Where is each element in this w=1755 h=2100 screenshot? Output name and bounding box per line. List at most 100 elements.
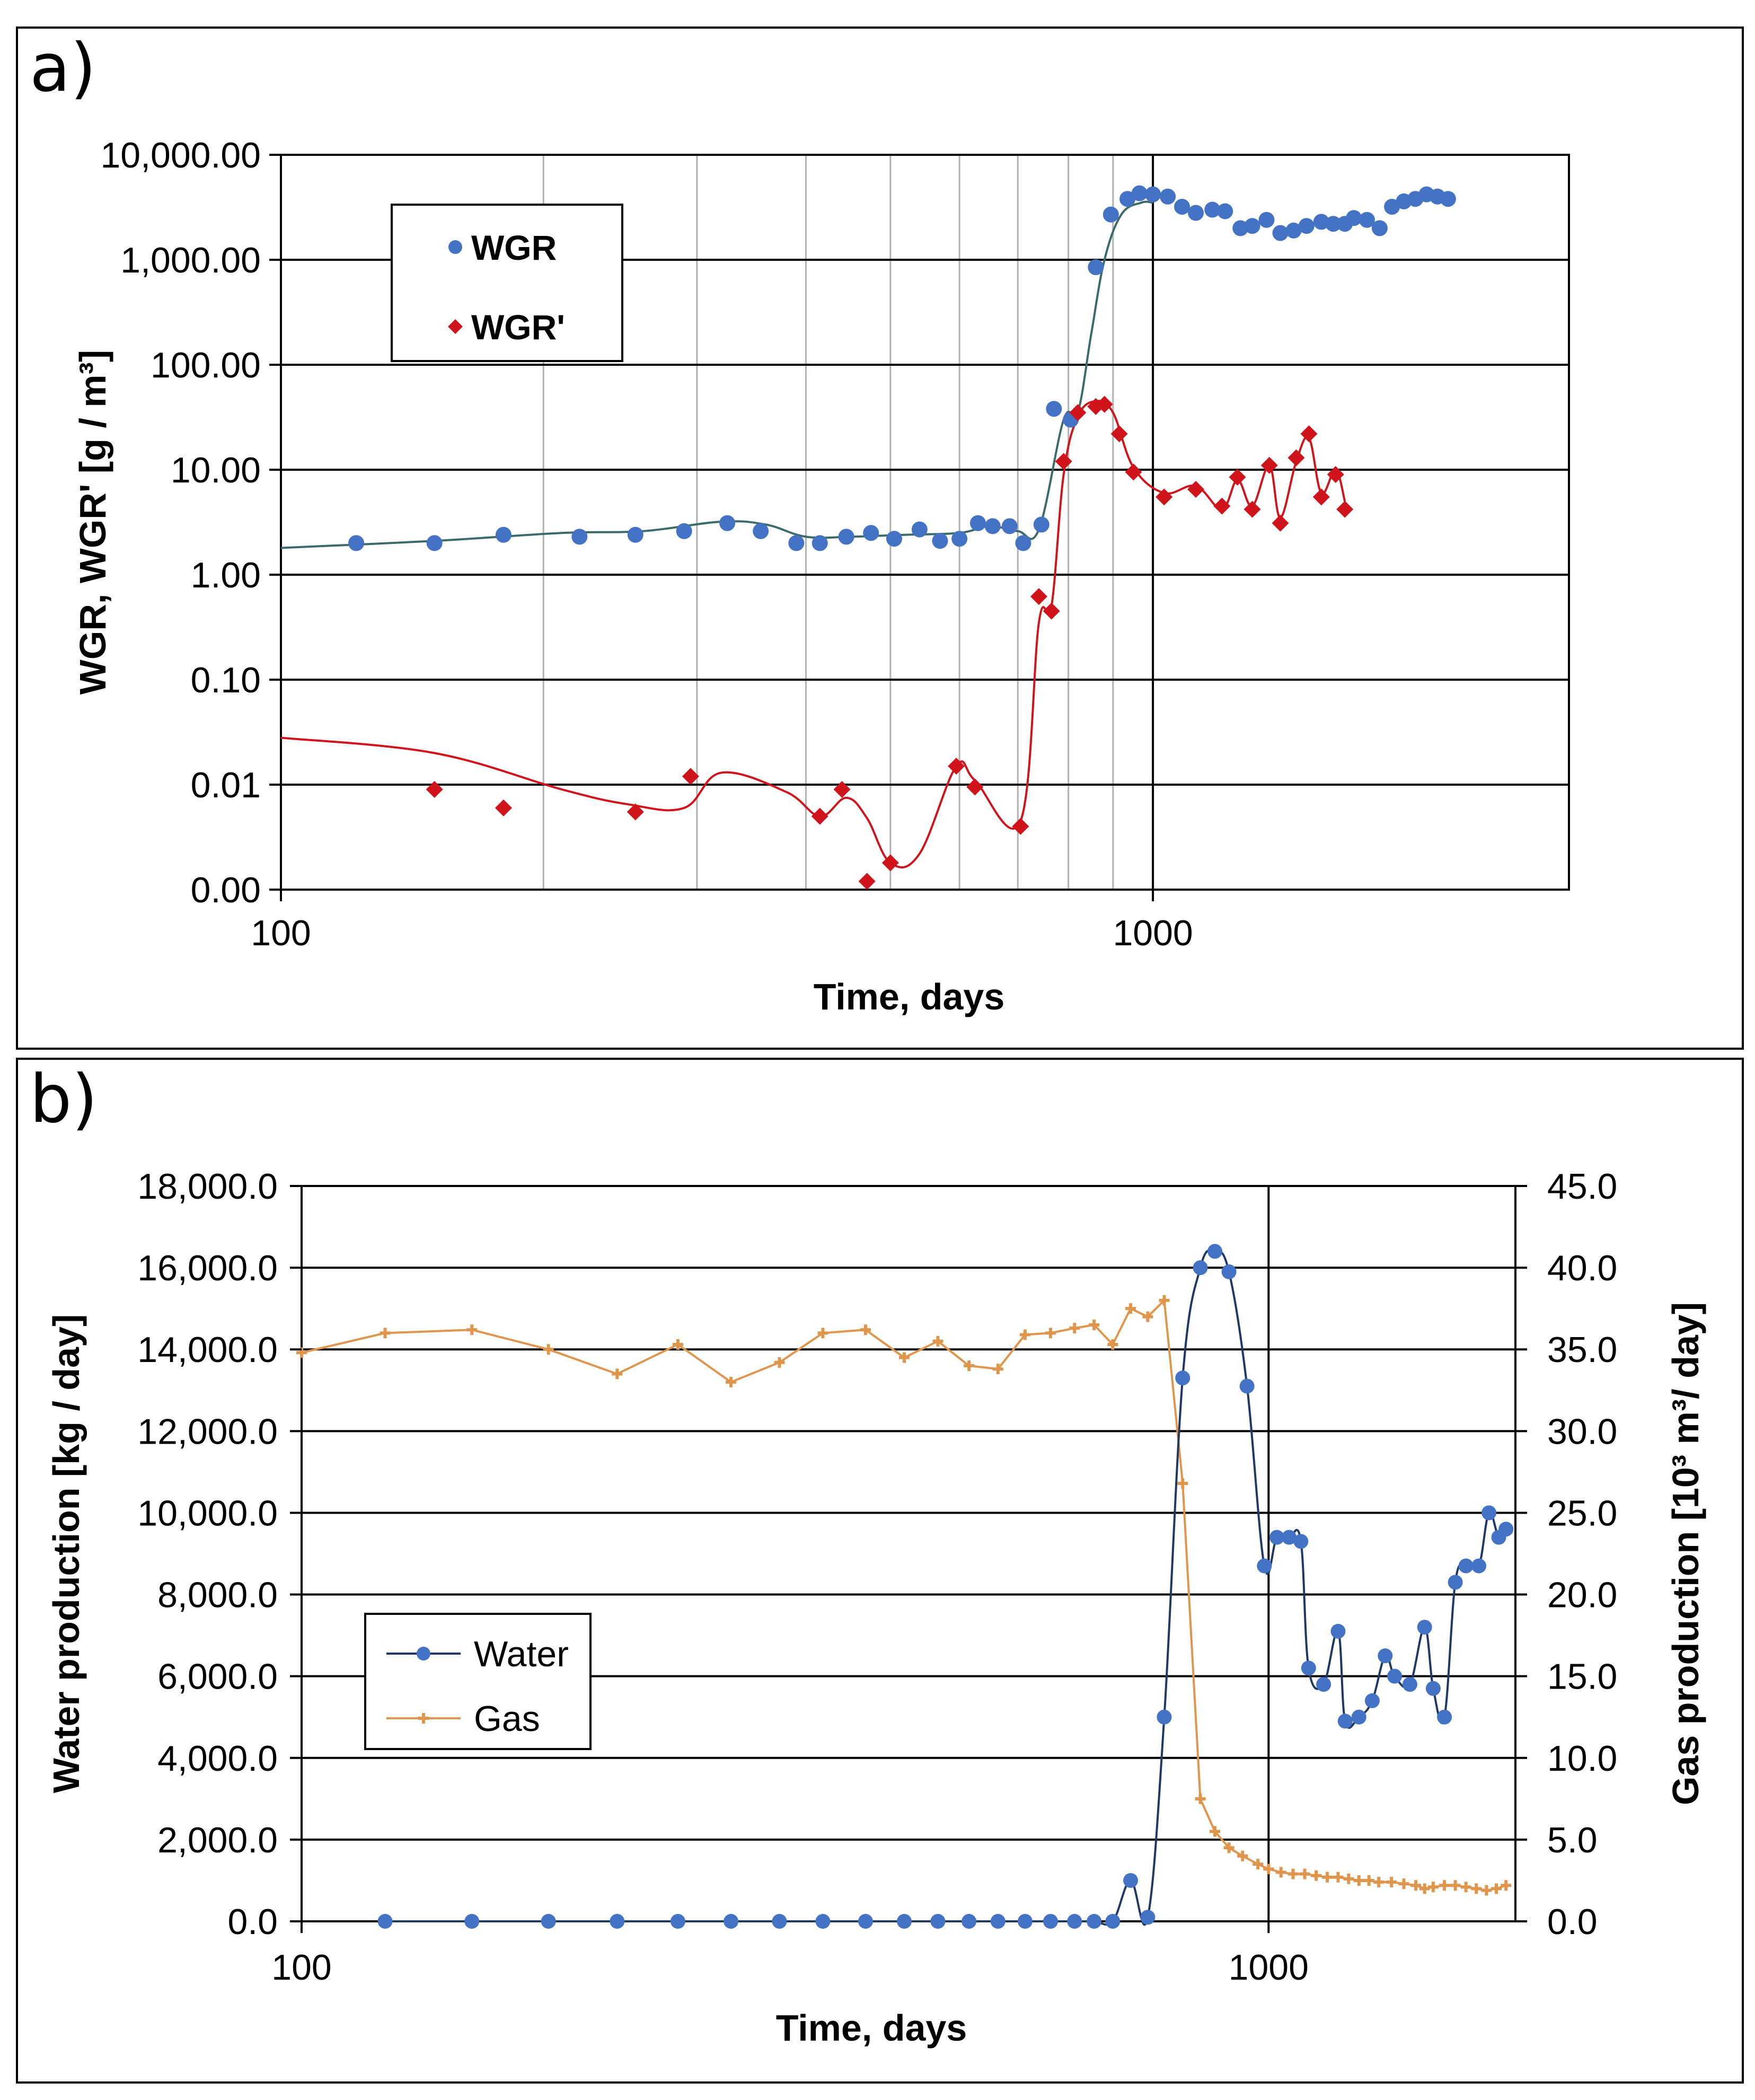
wgr-point bbox=[1371, 220, 1388, 236]
y-tick-label: 0.01 bbox=[191, 765, 261, 805]
gas-point bbox=[1045, 1328, 1056, 1339]
wgr-prime-point bbox=[1069, 404, 1087, 421]
gas-point bbox=[1311, 1870, 1322, 1881]
water-point bbox=[541, 1914, 556, 1929]
wgr-point bbox=[788, 535, 805, 551]
wgr-point bbox=[495, 526, 511, 543]
y2-tick-label: 15.0 bbox=[1547, 1657, 1617, 1697]
water-point bbox=[1402, 1677, 1417, 1692]
water-point bbox=[670, 1914, 685, 1929]
y2-tick-label: 0.0 bbox=[1547, 1902, 1598, 1942]
wgr-prime-point bbox=[1096, 396, 1113, 413]
wgr-prime-point bbox=[811, 807, 828, 825]
gas-point bbox=[992, 1364, 1003, 1375]
wgr-point bbox=[627, 526, 643, 543]
gas-point bbox=[1398, 1878, 1409, 1890]
gas-point bbox=[1237, 1850, 1248, 1861]
wgr-point bbox=[676, 523, 692, 539]
wgr-prime-trend-line bbox=[280, 400, 1346, 869]
wgr-prime-point bbox=[1287, 449, 1305, 467]
y-tick-label: 0.10 bbox=[191, 660, 261, 700]
wgr-prime-point bbox=[1043, 602, 1060, 620]
gas-point bbox=[1363, 1875, 1374, 1886]
y-tick-label: 1.00 bbox=[191, 555, 261, 595]
water-point bbox=[1437, 1709, 1452, 1725]
legend-marker-wgr bbox=[448, 240, 462, 254]
gas-point bbox=[1210, 1826, 1221, 1837]
water-point bbox=[1481, 1505, 1497, 1521]
water-point bbox=[1193, 1260, 1208, 1276]
wgr-point bbox=[1188, 205, 1204, 221]
water-point bbox=[1316, 1677, 1331, 1692]
y2-tick-label: 5.0 bbox=[1547, 1820, 1598, 1860]
water-point bbox=[1293, 1534, 1309, 1549]
gas-point bbox=[1333, 1871, 1344, 1883]
gas-point bbox=[932, 1335, 943, 1347]
water-point bbox=[1301, 1660, 1316, 1676]
gas-point bbox=[1373, 1877, 1384, 1888]
gas-point bbox=[1322, 1871, 1333, 1883]
water-point bbox=[1043, 1914, 1058, 1929]
y-tick-label: 6,000.0 bbox=[157, 1657, 278, 1697]
gas-point bbox=[1386, 1877, 1397, 1888]
wgr-prime-point bbox=[948, 758, 965, 775]
wgr-point bbox=[1088, 259, 1104, 275]
wgr-prime-point bbox=[627, 803, 644, 821]
water-point bbox=[1257, 1558, 1272, 1574]
y-tick-label: 10.00 bbox=[171, 450, 261, 490]
gas-point bbox=[1089, 1319, 1100, 1330]
water-point bbox=[1067, 1914, 1082, 1929]
panel-a-label: a) bbox=[30, 30, 96, 107]
wgr-point bbox=[1285, 222, 1302, 239]
wgr-point bbox=[1119, 191, 1136, 207]
y-tick-label: 100.00 bbox=[151, 345, 261, 385]
wgr-point bbox=[1313, 214, 1329, 230]
y-tick-label: 0.00 bbox=[191, 870, 261, 910]
wgr-prime-point bbox=[1300, 425, 1318, 443]
wgr-point bbox=[1015, 535, 1031, 551]
y-tick-label: 10,000.00 bbox=[100, 135, 261, 175]
water-point bbox=[1175, 1370, 1190, 1386]
gas-point bbox=[1501, 1880, 1512, 1891]
gas-point bbox=[1125, 1303, 1136, 1314]
wgr-point bbox=[571, 529, 588, 545]
gas-point bbox=[1353, 1875, 1364, 1886]
gas-point bbox=[1460, 1882, 1471, 1893]
gas-point bbox=[1177, 1478, 1188, 1489]
legend-marker-gas bbox=[418, 1713, 429, 1724]
water-point bbox=[1448, 1575, 1463, 1590]
water-point bbox=[962, 1914, 977, 1929]
x-tick-label: 1000 bbox=[1229, 1947, 1309, 1988]
wgr-point bbox=[838, 529, 854, 545]
gas-point bbox=[1223, 1842, 1234, 1853]
wgr-point bbox=[1272, 225, 1289, 241]
y2-tick-label: 40.0 bbox=[1547, 1248, 1617, 1288]
water-point bbox=[1221, 1264, 1237, 1279]
panel-b: b) 0.0 2,000.0 4,000.0 6,000.0 8,000.0 10,000… bbox=[16, 1058, 1744, 2084]
y2-tick-label: 20.0 bbox=[1547, 1575, 1617, 1615]
y2-tick-label: 30.0 bbox=[1547, 1411, 1617, 1452]
wgr-prime-point bbox=[682, 768, 699, 785]
gas-point bbox=[672, 1339, 683, 1350]
chart-b: 0.0 2,000.0 4,000.0 6,000.0 8,000.0 10,000.0 1… bbox=[46, 1166, 1706, 2049]
wgr-prime-point bbox=[1327, 466, 1344, 484]
water-point bbox=[1017, 1914, 1033, 1929]
gas-point bbox=[1287, 1868, 1299, 1879]
wgr-prime-point bbox=[1244, 500, 1261, 518]
wgr-point bbox=[753, 523, 769, 539]
water-point bbox=[1458, 1558, 1474, 1574]
wgr-prime-point bbox=[1260, 456, 1278, 474]
water-point bbox=[377, 1914, 393, 1929]
y-tick-label: 18,000.0 bbox=[137, 1166, 278, 1207]
gas-point bbox=[1419, 1883, 1430, 1894]
wgr-prime-point bbox=[1030, 588, 1047, 605]
legend-label: Water bbox=[474, 1634, 569, 1674]
y-tick-label: 12,000.0 bbox=[137, 1411, 278, 1452]
y2-tick-label: 25.0 bbox=[1547, 1493, 1617, 1533]
wgr-prime-point bbox=[1312, 488, 1330, 506]
wgr-prime-point bbox=[1156, 488, 1173, 506]
legend-label: WGR bbox=[471, 228, 557, 267]
panel-b-label: b) bbox=[30, 1061, 98, 1138]
wgr-point bbox=[1174, 198, 1190, 215]
water-point bbox=[1157, 1709, 1172, 1725]
